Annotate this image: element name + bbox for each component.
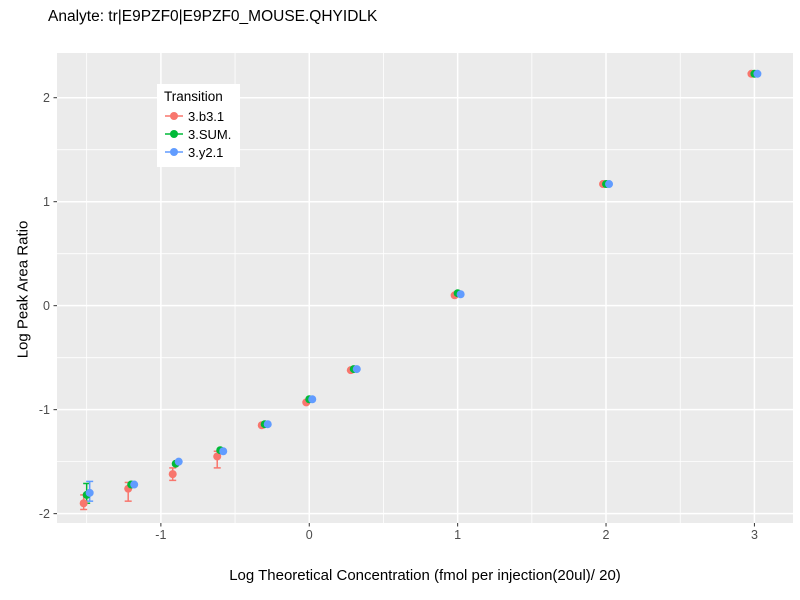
- data-point: [174, 457, 183, 466]
- data-point: [213, 452, 222, 461]
- x-tick-label: 0: [306, 528, 313, 542]
- y-axis-title: Log Peak Area Ratio: [14, 220, 32, 359]
- data-point: [219, 447, 228, 456]
- legend-key-icon: [165, 148, 183, 156]
- x-tick-label: 3: [751, 528, 758, 542]
- data-point: [79, 499, 88, 508]
- legend-entry-label: 3.y2.1: [188, 144, 224, 160]
- legend-key-icon: [165, 112, 183, 120]
- data-point: [85, 488, 94, 497]
- legend-entry: 3.SUM.: [164, 125, 231, 143]
- data-point: [130, 480, 139, 489]
- x-tick-label: 1: [454, 528, 461, 542]
- legend-key-icon: [165, 130, 183, 138]
- legend-entry: 3.b3.1: [164, 107, 231, 125]
- panel: -1 0 1 2 3 -2 -1 0 1 2: [39, 53, 793, 542]
- y-tick-label: -2: [39, 507, 50, 521]
- y-tick-label: 2: [43, 91, 50, 105]
- legend-entry-label: 3.b3.1: [188, 108, 225, 124]
- data-point: [263, 420, 272, 429]
- data-point: [753, 69, 762, 78]
- data-point: [352, 365, 361, 374]
- legend-title: Transition: [164, 89, 223, 104]
- legend: Transition 3.b3.1 3.SUM. 3.y2.1: [157, 84, 241, 167]
- x-tick-label: 2: [603, 528, 610, 542]
- data-point: [456, 290, 465, 299]
- legend-entry: 3.y2.1: [164, 143, 231, 161]
- legend-entry-label: 3.SUM.: [188, 126, 232, 142]
- y-tick-label: 1: [43, 195, 50, 209]
- data-point: [168, 470, 177, 479]
- chart-title: Analyte: tr|E9PZF0|E9PZF0_MOUSE.QHYIDLK: [48, 8, 378, 25]
- x-axis-title: Log Theoretical Concentration (fmol per …: [229, 567, 621, 584]
- y-tick-label: -1: [39, 403, 50, 417]
- data-point: [308, 395, 317, 404]
- y-tick-label: 0: [43, 299, 50, 313]
- data-point: [605, 180, 614, 189]
- x-tick-label: -1: [155, 528, 166, 542]
